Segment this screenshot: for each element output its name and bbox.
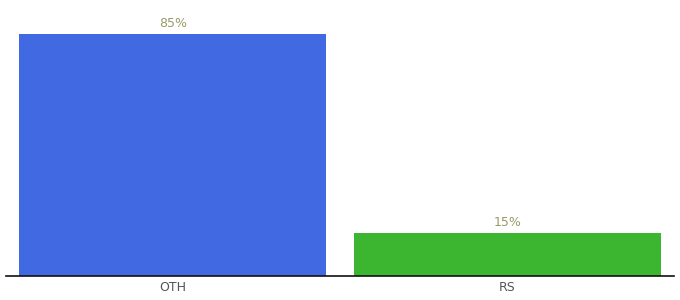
Text: 85%: 85% [158, 17, 187, 30]
Bar [354, 233, 660, 276]
Text: 15%: 15% [493, 216, 521, 229]
Bar [20, 34, 326, 276]
